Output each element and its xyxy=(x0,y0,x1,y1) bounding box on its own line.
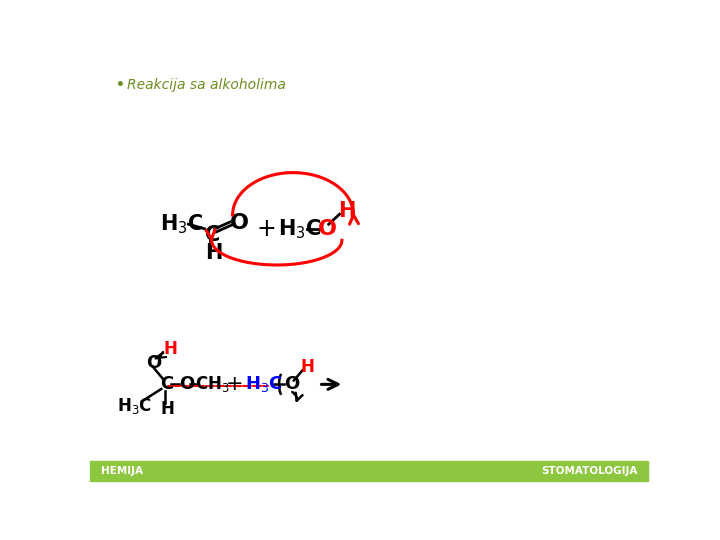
Text: H: H xyxy=(301,359,315,376)
Text: C: C xyxy=(204,225,220,245)
Text: HEMIJA: HEMIJA xyxy=(101,465,143,476)
Text: O: O xyxy=(318,219,337,239)
Text: O: O xyxy=(147,354,162,372)
Bar xyxy=(90,461,648,481)
Text: H$_3$C: H$_3$C xyxy=(277,217,321,241)
Text: H$_3$C: H$_3$C xyxy=(160,212,203,236)
Text: STOMATOLOGIJA: STOMATOLOGIJA xyxy=(541,465,637,476)
Text: H: H xyxy=(163,340,178,358)
Text: O: O xyxy=(179,375,194,393)
Text: O: O xyxy=(284,375,299,393)
Text: H: H xyxy=(204,242,222,262)
Text: H: H xyxy=(161,400,174,418)
Text: H$_3$C: H$_3$C xyxy=(117,396,153,416)
Text: Reakcija sa alkoholima: Reakcija sa alkoholima xyxy=(127,78,286,92)
Text: •: • xyxy=(117,78,125,92)
Text: C: C xyxy=(161,375,174,393)
Text: CH$_3$: CH$_3$ xyxy=(194,374,230,394)
Text: H$_3$C: H$_3$C xyxy=(245,374,283,394)
Text: O: O xyxy=(230,213,248,233)
Text: H: H xyxy=(338,201,356,221)
Text: +: + xyxy=(225,374,243,394)
Text: +: + xyxy=(256,217,276,241)
